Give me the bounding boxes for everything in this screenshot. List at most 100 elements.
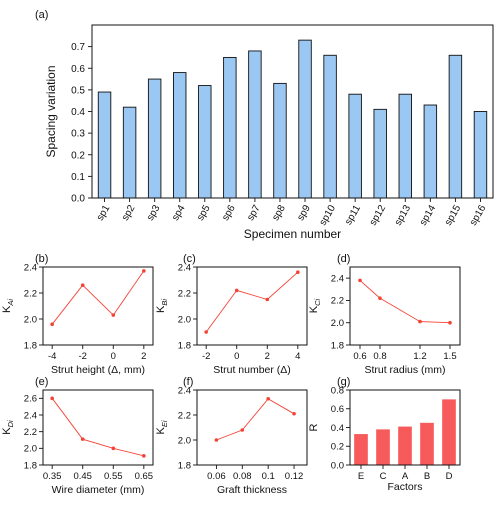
y-axis-title-main: K: [155, 305, 167, 313]
data-point: [142, 454, 146, 458]
chart-a: sp1 sp2 sp3 sp4 sp5 sp6 sp7 sp8 sp9 sp10 sp11 sp12 s…: [44, 24, 494, 241]
x-tick-label: sp16: [468, 203, 489, 228]
y-tick-label: 2.2: [178, 410, 191, 421]
y-tick-label: 0.4: [331, 423, 344, 434]
data-point: [204, 330, 208, 334]
bar-sp2: [122, 106, 137, 199]
bar-sp12: [373, 108, 387, 199]
data-point: [448, 320, 452, 325]
x-axis-title: Factors: [387, 481, 422, 493]
y-tick-label: 0.0: [331, 460, 344, 471]
plot-frame: [42, 389, 154, 466]
x-tick-label: 0.12: [285, 471, 304, 482]
bar-C: [376, 429, 390, 465]
x-tick-label: C: [380, 471, 387, 482]
data-point: [296, 270, 300, 275]
x-tick-label: B: [424, 471, 430, 482]
x-tick-label: 0.65: [135, 471, 154, 482]
x-axis-title: Strut radius (mm): [364, 364, 445, 376]
y-tick-label: 1.8: [24, 460, 37, 471]
x-tick-label: 0.1: [262, 471, 275, 482]
y-tick-label: 2.2: [24, 427, 37, 438]
bar-sp3: [147, 78, 162, 199]
x-tick-label: sp6: [220, 203, 238, 223]
x-tick-label: sp4: [170, 203, 188, 223]
y-axis-title-main: K: [1, 427, 13, 435]
y-tick-label: 2.2: [178, 288, 191, 299]
plot-frame: [349, 389, 461, 466]
bar-sp9: [298, 39, 312, 199]
y-axis-title-sub: Ai: [6, 299, 15, 307]
y-tick-label: 1.8: [331, 340, 344, 351]
x-tick-label: sp13: [393, 203, 414, 228]
x-tick-label: sp3: [145, 203, 163, 223]
data-point: [80, 283, 85, 288]
y-axis-title: KBi: [155, 299, 169, 313]
bar-B: [420, 422, 434, 465]
data-point: [50, 322, 54, 327]
chart-g: 0.0 0.2 0.4 0.6 0.8 E C A B D Factors R: [308, 385, 461, 493]
x-tick-label: 0.6: [353, 351, 366, 362]
panel-label: (a): [35, 9, 48, 21]
y-tick-label: 0.6: [331, 404, 344, 415]
y-tick-label: 2.0: [178, 435, 191, 446]
y-tick-label: 0.3: [71, 129, 85, 140]
y-axis-title: KEi: [155, 420, 169, 434]
chart-d: 1.8 2.0 2.2 2.4 0.6 0.8 1.2 1.5 Strut radius (mm…: [308, 266, 461, 376]
y-tick-label: 0.6: [71, 64, 85, 75]
panel-label: (d): [337, 253, 350, 265]
y-tick-label: 2.0: [178, 314, 191, 325]
panel-label: (b): [35, 253, 48, 265]
y-axis-title: Spacing variation: [44, 65, 58, 157]
y-tick-label: 0.5: [71, 85, 85, 96]
data-point: [240, 428, 245, 432]
y-tick-label: 1.8: [178, 340, 191, 351]
series-line: [51, 270, 145, 325]
series-line: [359, 280, 451, 324]
y-axis-title-main: K: [155, 427, 167, 435]
bar-sp1: [97, 91, 112, 199]
x-tick-label: 0: [111, 351, 116, 362]
x-tick-label: sp2: [120, 203, 138, 223]
bar-A: [398, 426, 412, 465]
plot-frame: [349, 266, 461, 346]
x-axis-title: Wire diameter (mm): [52, 484, 145, 496]
x-axis-title: Specimen number: [244, 227, 341, 241]
bar-sp6: [223, 56, 237, 199]
y-tick-label: 2.4: [24, 262, 37, 273]
chart-e: 1.8 2.0 2.2 2.4 2.6 0.35 0.45 0.55 0.65 Wire diam…: [1, 389, 154, 496]
bar-sp15: [448, 54, 463, 199]
bar-sp14: [423, 104, 438, 199]
series-line: [216, 398, 295, 441]
y-axis-title: KAi: [1, 299, 15, 313]
series-line: [51, 398, 144, 457]
y-tick-label: 2.4: [24, 410, 37, 421]
data-point: [111, 313, 116, 317]
panel-label: (c): [183, 253, 196, 265]
x-tick-label: E: [358, 471, 364, 482]
x-axis-title: Strut number (Δ): [213, 364, 291, 376]
data-point: [111, 446, 116, 451]
y-tick-label: 1.8: [24, 340, 37, 351]
y-axis-title-sub: Di: [6, 420, 15, 427]
bar-sp11: [348, 93, 362, 199]
x-tick-label: 0.06: [207, 471, 226, 482]
data-point: [265, 297, 270, 302]
y-tick-label: 2.0: [24, 444, 37, 455]
plot-frame: [196, 266, 308, 346]
y-axis-title-main: R: [308, 423, 320, 431]
data-point: [80, 437, 85, 441]
x-axis-title: Strut height (Δ, mm): [51, 364, 145, 376]
x-tick-label: sp7: [245, 203, 263, 223]
y-tick-label: 2.4: [331, 273, 344, 284]
bar-D: [442, 399, 456, 465]
x-tick-label: 2: [141, 351, 146, 362]
x-tick-label: sp14: [418, 203, 439, 228]
y-tick-label: 2.6: [24, 394, 37, 405]
y-tick-label: 0.4: [71, 107, 85, 118]
x-tick-label: 0.08: [233, 471, 252, 482]
bar-sp10: [323, 54, 337, 199]
x-tick-label: sp5: [195, 203, 213, 223]
y-tick-label: 0.7: [71, 42, 85, 53]
bar-sp7: [248, 50, 262, 199]
